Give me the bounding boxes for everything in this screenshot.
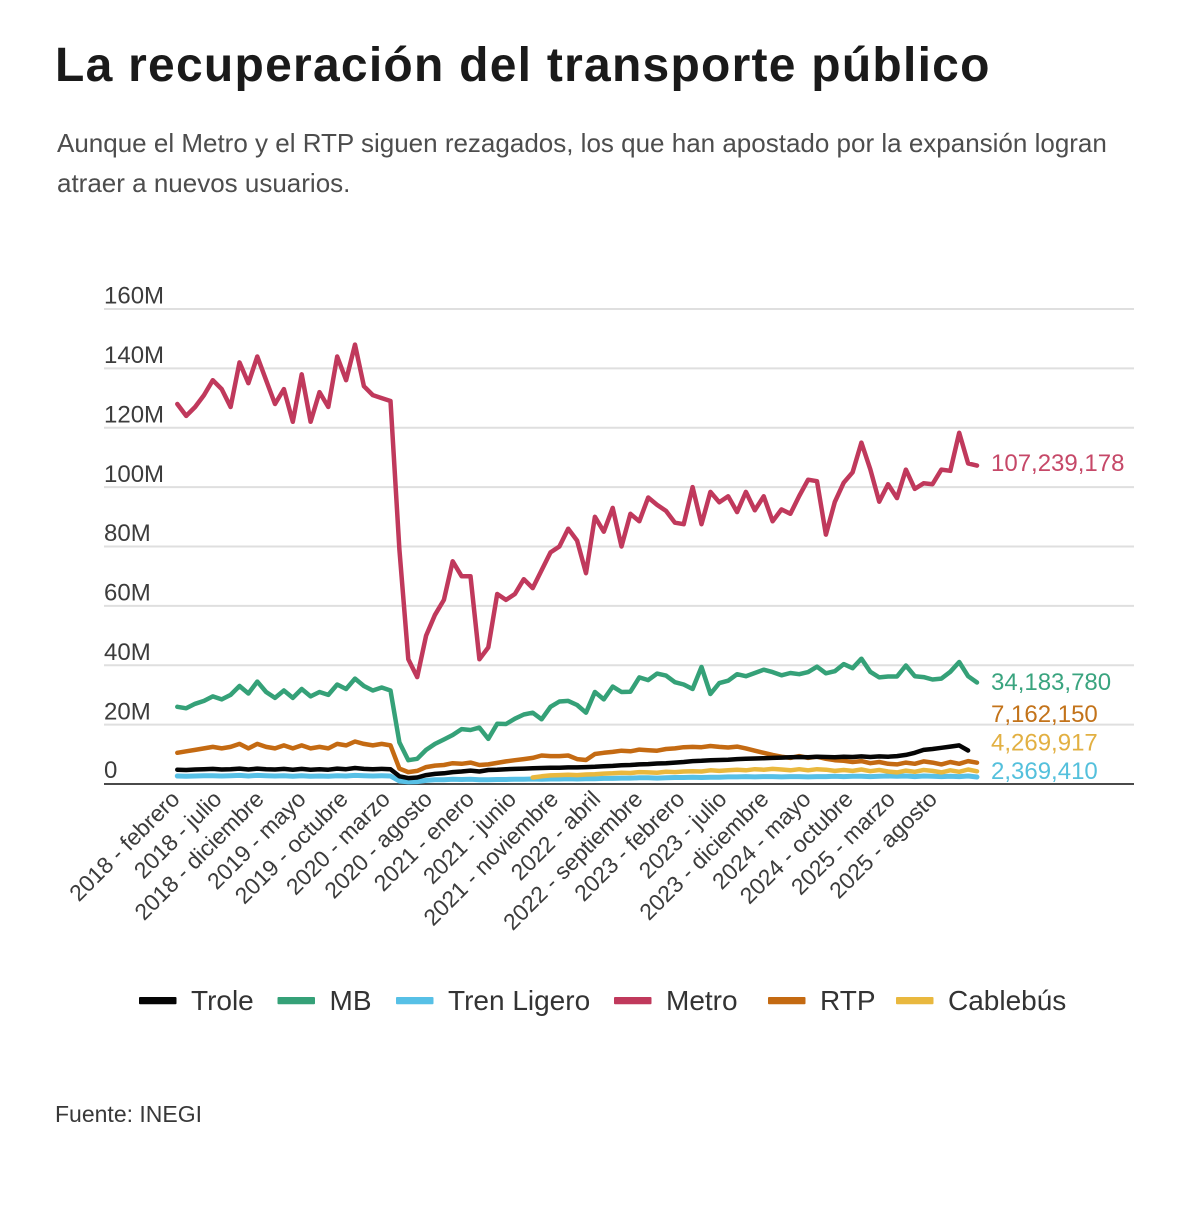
svg-text:2,369,410: 2,369,410: [991, 758, 1098, 785]
svg-text:RTP: RTP: [820, 985, 876, 1016]
svg-text:7,162,150: 7,162,150: [991, 701, 1098, 728]
svg-text:Fuente: INEGI: Fuente: INEGI: [55, 1101, 202, 1127]
svg-text:Trole: Trole: [191, 985, 254, 1016]
svg-text:0: 0: [104, 757, 117, 784]
svg-text:140M: 140M: [104, 342, 164, 369]
svg-text:34,183,780: 34,183,780: [991, 669, 1111, 696]
svg-text:160M: 160M: [104, 283, 164, 310]
svg-text:120M: 120M: [104, 401, 164, 428]
svg-text:107,239,178: 107,239,178: [991, 450, 1124, 477]
svg-text:60M: 60M: [104, 580, 151, 607]
svg-text:MB: MB: [330, 985, 372, 1016]
svg-text:100M: 100M: [104, 461, 164, 488]
svg-text:80M: 80M: [104, 520, 151, 547]
svg-text:4,269,917: 4,269,917: [991, 730, 1098, 757]
svg-text:Metro: Metro: [666, 985, 738, 1016]
svg-text:40M: 40M: [104, 639, 151, 666]
svg-text:Tren Ligero: Tren Ligero: [448, 985, 590, 1016]
svg-text:20M: 20M: [104, 698, 151, 725]
svg-text:Cablebús: Cablebús: [948, 985, 1066, 1016]
